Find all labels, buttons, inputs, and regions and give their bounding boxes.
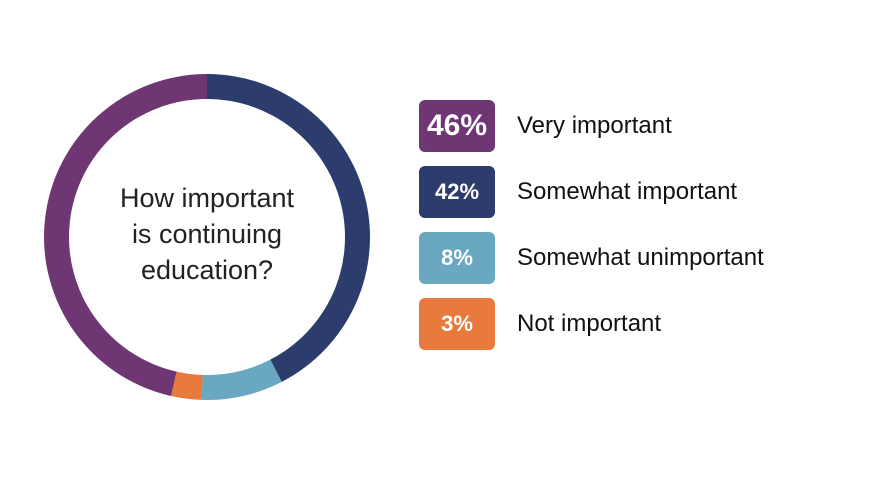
- chart-title-line-3: education?: [140, 255, 274, 285]
- donut-slice-not-important: [171, 371, 203, 400]
- legend-label-not-important: Not important: [517, 310, 662, 337]
- legend-badge-somewhat-important: 42%: [419, 166, 495, 218]
- chart-title: How important is continuing education?: [82, 180, 332, 288]
- legend-badge-not-important: 3%: [419, 298, 495, 350]
- chart-title-line-1: How important: [119, 183, 295, 213]
- donut-slice-somewhat-important: [207, 74, 370, 382]
- legend-label-somewhat-unimportant: Somewhat unimportant: [517, 244, 764, 271]
- legend: 46% Very important 42% Somewhat importan…: [419, 100, 859, 364]
- legend-badge-somewhat-unimportant: 8%: [419, 232, 495, 284]
- legend-item-somewhat-important: 42% Somewhat important: [419, 166, 859, 218]
- legend-item-very-important: 46% Very important: [419, 100, 859, 152]
- donut-slice-very-important: [44, 74, 207, 396]
- legend-label-somewhat-important: Somewhat important: [517, 178, 738, 205]
- donut-slice-somewhat-unimportant: [201, 359, 282, 400]
- legend-label-very-important: Very important: [517, 112, 672, 139]
- legend-item-somewhat-unimportant: 8% Somewhat unimportant: [419, 232, 859, 284]
- legend-badge-very-important: 46%: [419, 100, 495, 152]
- legend-item-not-important: 3% Not important: [419, 298, 859, 350]
- chart-title-line-2: is continuing: [131, 219, 283, 249]
